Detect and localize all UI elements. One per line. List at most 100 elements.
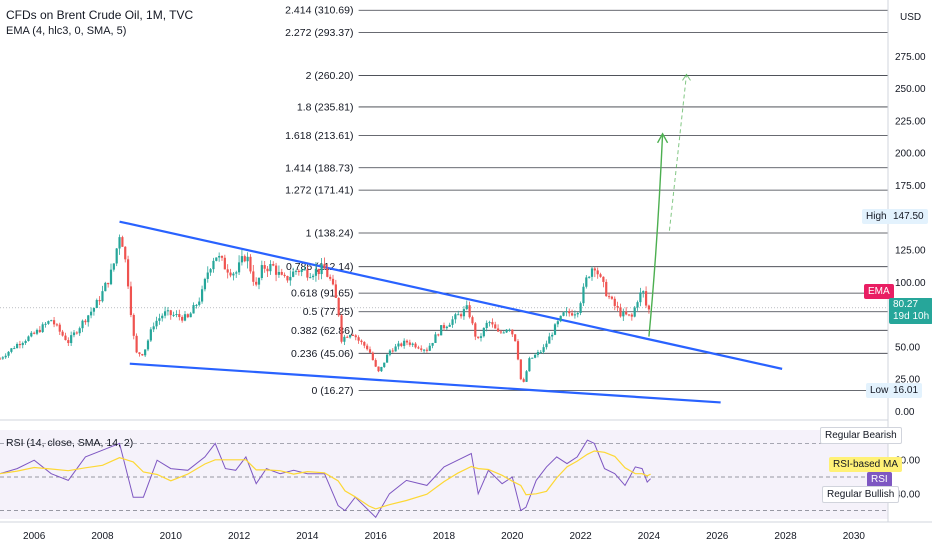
candle-body	[189, 313, 192, 318]
candle-body	[158, 318, 161, 321]
candle-body	[422, 349, 426, 351]
candle-body	[52, 320, 56, 325]
candle-body	[633, 307, 636, 317]
candle-body	[326, 268, 329, 277]
candle-body	[331, 278, 335, 285]
candle-body	[605, 281, 608, 297]
time-tick-label: 2008	[91, 531, 114, 542]
candle-body	[576, 313, 579, 315]
candle-body	[87, 315, 90, 323]
candle-body	[539, 351, 542, 353]
rsi-legend[interactable]: RSI (14, close, SMA, 14, 2)	[6, 437, 134, 449]
fib-levels: 0 (16.27) 0.236 (45.06) 0.382 (62.86) 0.5 (…	[0, 5, 888, 397]
candle-body	[118, 237, 121, 249]
candle-body	[126, 259, 130, 287]
candle-body	[235, 272, 238, 274]
candle-body	[514, 334, 517, 342]
candle-body	[13, 348, 16, 350]
candle-body	[434, 334, 437, 343]
time-tick-label: 2010	[160, 531, 183, 542]
candle-body	[499, 331, 503, 333]
fib-label: 1.8 (235.81)	[297, 101, 354, 113]
candle-body	[542, 347, 545, 352]
rsi-ma-badge: RSI-based MA	[829, 457, 903, 472]
fib-label: 1 (138.24)	[306, 227, 354, 239]
time-tick-label: 2014	[296, 531, 319, 542]
candle-body	[297, 270, 300, 273]
candle-body	[519, 359, 522, 380]
candle-body	[61, 331, 64, 336]
projection-solid-head	[656, 132, 669, 144]
candle-body	[457, 314, 460, 316]
time-tick-label: 2022	[569, 531, 592, 542]
candle-body	[400, 343, 403, 346]
fib-label: 1.414 (188.73)	[285, 162, 353, 174]
last-price-badge: 80.27 19d 10h	[889, 298, 932, 324]
candle-body	[161, 315, 164, 319]
time-tick-label: 2030	[843, 531, 866, 542]
candle-body	[24, 340, 27, 344]
candle-body	[218, 256, 221, 258]
candle-body	[277, 271, 281, 275]
candle-body	[625, 311, 628, 315]
candle-body	[266, 268, 269, 272]
candle-body	[18, 344, 22, 346]
time-tick-label: 2012	[228, 531, 251, 542]
candle-body	[246, 256, 249, 262]
regular-bearish-label: Regular Bearish	[820, 427, 902, 444]
candle-body	[146, 340, 150, 350]
candle-body	[286, 276, 289, 281]
candle-body	[596, 270, 599, 275]
candle-body	[15, 344, 19, 349]
candle-body	[135, 335, 138, 353]
candle-body	[175, 314, 178, 316]
candle-body	[323, 264, 326, 269]
candle-body	[200, 289, 204, 302]
price-tick-label: 175.00	[895, 181, 926, 192]
candle-body	[226, 269, 229, 273]
candle-body	[334, 284, 337, 298]
candle-body	[58, 324, 61, 332]
price-tick-label: 275.00	[895, 52, 926, 63]
candle-body	[391, 350, 394, 352]
low-label: Low	[866, 383, 893, 398]
currency-label[interactable]: USD	[900, 12, 922, 23]
candle-body	[411, 343, 414, 345]
candle-body	[377, 366, 380, 372]
candle-body	[428, 345, 431, 351]
candle-body	[385, 354, 389, 363]
candle-body	[363, 342, 366, 346]
candle-body	[414, 343, 417, 348]
candle-body	[195, 304, 198, 306]
candle-body	[132, 315, 135, 336]
low-value-badge: 16.01	[889, 383, 923, 398]
candle-body	[579, 303, 582, 314]
candle-body	[474, 323, 477, 337]
candle-body	[485, 322, 488, 329]
candle-body	[306, 269, 309, 278]
rsi-panel-background	[0, 430, 888, 519]
candle-body	[220, 256, 224, 258]
candle-body	[477, 336, 480, 338]
candle-body	[357, 337, 360, 341]
indicator-legend[interactable]: EMA (4, hlc3, 0, SMA, 5)	[6, 25, 127, 37]
candle-body	[112, 263, 115, 270]
candle-body	[38, 329, 41, 333]
candle-body	[240, 256, 244, 263]
candle-body	[508, 329, 511, 331]
price-tick-label: 250.00	[895, 84, 926, 95]
price-tick-label: 100.00	[895, 278, 926, 289]
candle-body	[431, 342, 434, 346]
candles	[0, 234, 651, 383]
high-value-badge: 147.50	[889, 209, 928, 224]
candle-body	[636, 302, 639, 308]
ema-badge: EMA	[864, 284, 894, 299]
candle-body	[329, 276, 332, 279]
fib-label: 2.272 (293.37)	[285, 27, 353, 39]
candle-body	[491, 322, 494, 325]
candle-body	[570, 313, 574, 316]
candle-body	[206, 272, 209, 279]
price-tick-label: 25.00	[895, 375, 920, 386]
candle-body	[343, 336, 346, 342]
